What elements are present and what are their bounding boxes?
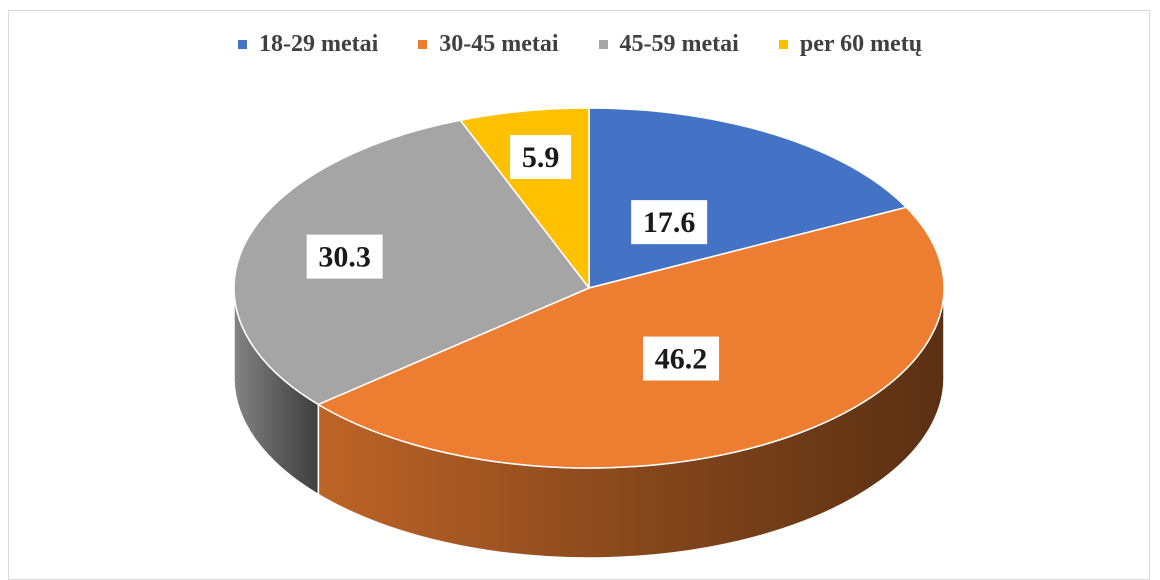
data-label-value-over-60: 5.9 bbox=[522, 141, 560, 174]
legend-swatch-over-60 bbox=[778, 39, 788, 49]
data-label-value-30-45: 46.2 bbox=[655, 343, 708, 376]
legend-item-18-29: 18-29 metai bbox=[237, 31, 379, 57]
data-label-over-60: 5.9 bbox=[510, 135, 572, 180]
data-label-box-18-29 bbox=[631, 200, 708, 245]
legend-item-30-45: 30-45 metai bbox=[418, 31, 559, 57]
data-label-box-45-59 bbox=[306, 234, 383, 279]
legend-label-over-60: per 60 metų bbox=[799, 31, 923, 57]
legend-item-over-60: per 60 metų bbox=[778, 31, 923, 57]
legend-label-30-45: 30-45 metai bbox=[439, 31, 559, 57]
legend-item-45-59: 45-59 metai bbox=[598, 31, 739, 57]
data-label-30-45: 46.2 bbox=[643, 336, 720, 381]
data-label-value-45-59: 30.3 bbox=[318, 241, 371, 274]
legend: 18-29 metai 30-45 metai 45-59 metai per … bbox=[0, 32, 1160, 56]
pie-tops bbox=[233, 107, 945, 469]
data-label-box-over-60 bbox=[510, 135, 572, 180]
data-label-value-18-29: 17.6 bbox=[643, 206, 696, 239]
legend-swatch-30-45 bbox=[418, 39, 428, 49]
pie-chart: 17.6 46.2 30.3 5.9 bbox=[233, 107, 945, 559]
legend-swatch-45-59 bbox=[598, 39, 608, 49]
data-label-box-30-45 bbox=[643, 336, 720, 381]
pie-slice-45-59 bbox=[233, 119, 590, 406]
pie-labels: 17.6 46.2 30.3 5.9 bbox=[306, 135, 720, 381]
legend-label-45-59: 45-59 metai bbox=[619, 31, 739, 57]
data-label-45-59: 30.3 bbox=[306, 234, 383, 279]
data-label-18-29: 17.6 bbox=[631, 200, 708, 245]
pie-slice-30-45 bbox=[317, 206, 945, 469]
legend-label-18-29: 18-29 metai bbox=[258, 31, 379, 57]
legend-swatch-18-29 bbox=[237, 39, 247, 49]
